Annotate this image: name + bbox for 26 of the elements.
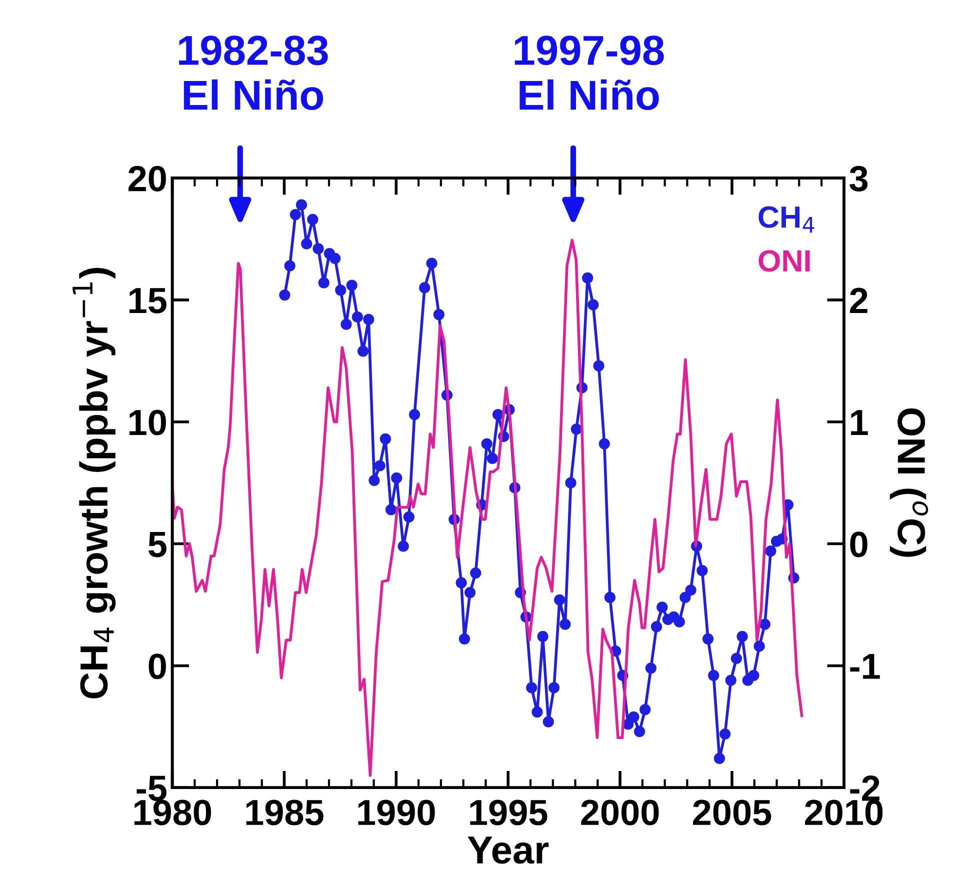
text: CH$_{4}$ xyxy=(758,206,814,233)
y2-tick-label: -1 xyxy=(850,654,880,679)
y2-tick-label: 0 xyxy=(850,532,868,558)
y2-tick-label: 2 xyxy=(850,288,868,314)
x-tick-label: 2010 xyxy=(804,800,883,826)
text: 1982-83 El Niño xyxy=(179,36,328,110)
y2-tick-label: -2 xyxy=(850,776,880,801)
y-tick-label: 10 xyxy=(130,410,166,436)
text: ONI xyxy=(758,250,810,272)
y2-axis-title: ONI ($^{o}$C) xyxy=(890,408,928,557)
text: 1997-98 El Niño xyxy=(514,36,664,110)
x-tick-label: 1990 xyxy=(358,800,435,826)
y-axis-title: CH$_{4}$ growth (ppbv yr$^{−1}$) xyxy=(72,268,116,698)
x-tick-label: 1995 xyxy=(470,800,548,826)
y-tick-label: 20 xyxy=(128,166,166,192)
x-tick-label: 2005 xyxy=(693,800,772,826)
x-tick-label: 2000 xyxy=(581,800,659,826)
y-tick-label: 0 xyxy=(148,654,166,680)
y2-tick-label: 3 xyxy=(850,166,868,192)
y2-tick-label: 1 xyxy=(851,410,868,435)
x-axis-title: Year xyxy=(468,836,549,864)
x-tick-label: 1985 xyxy=(246,800,324,826)
y-tick-label: 5 xyxy=(148,532,166,558)
x-tick-label: 1980 xyxy=(134,800,211,826)
y-tick-label: -5 xyxy=(136,776,166,802)
y-tick-label: 15 xyxy=(130,288,166,314)
